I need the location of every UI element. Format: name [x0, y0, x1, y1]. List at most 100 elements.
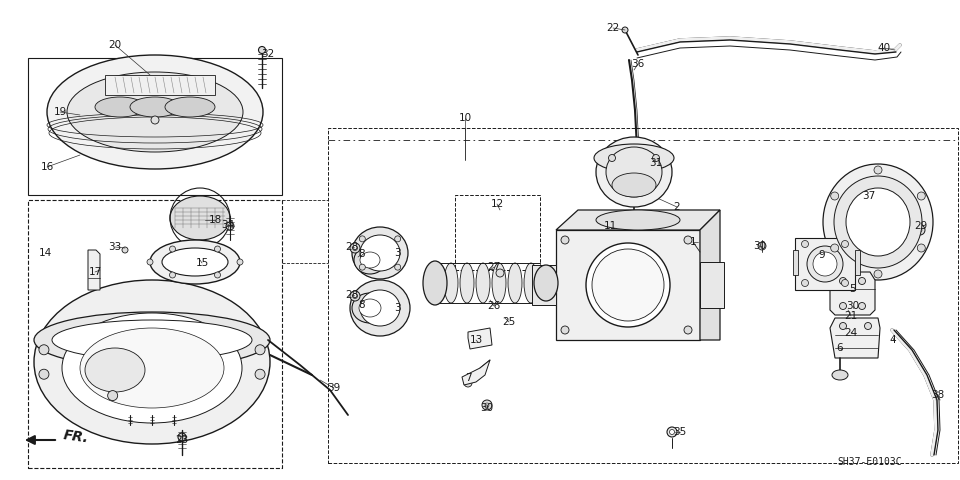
Polygon shape [830, 272, 875, 315]
Circle shape [622, 27, 628, 33]
Circle shape [561, 236, 569, 244]
Ellipse shape [360, 290, 400, 326]
Ellipse shape [586, 243, 670, 327]
Ellipse shape [52, 320, 252, 360]
Ellipse shape [508, 263, 522, 303]
Text: 31: 31 [649, 158, 662, 168]
Ellipse shape [846, 188, 910, 256]
Ellipse shape [350, 280, 410, 336]
Circle shape [350, 243, 360, 253]
Ellipse shape [165, 97, 215, 117]
Circle shape [802, 279, 808, 287]
Bar [328, 128, 958, 463]
Text: 10: 10 [459, 113, 471, 123]
Text: 37: 37 [862, 191, 876, 201]
Polygon shape [556, 210, 720, 230]
Ellipse shape [130, 97, 180, 117]
Ellipse shape [150, 240, 240, 284]
Circle shape [214, 272, 221, 278]
Circle shape [108, 391, 118, 401]
Circle shape [684, 236, 692, 244]
Ellipse shape [813, 252, 837, 276]
Circle shape [39, 369, 49, 379]
Ellipse shape [47, 55, 263, 169]
Ellipse shape [95, 97, 145, 117]
Text: 32: 32 [261, 49, 275, 59]
Text: 4: 4 [890, 335, 897, 345]
Circle shape [842, 240, 849, 248]
Polygon shape [556, 230, 700, 340]
Circle shape [915, 225, 925, 235]
Circle shape [350, 291, 360, 301]
Ellipse shape [612, 173, 656, 197]
Text: 15: 15 [196, 258, 208, 268]
Bar [700, 262, 724, 308]
Text: 35: 35 [673, 427, 686, 437]
Text: 20: 20 [108, 40, 122, 50]
Circle shape [874, 270, 882, 278]
Text: 17: 17 [88, 267, 102, 277]
Text: SH37-E0103C: SH37-E0103C [838, 457, 902, 467]
Circle shape [255, 345, 265, 355]
Text: 8: 8 [359, 300, 366, 310]
Text: 29: 29 [914, 221, 927, 231]
Text: 40: 40 [877, 43, 891, 53]
Circle shape [485, 403, 489, 407]
Circle shape [170, 272, 176, 278]
Circle shape [842, 279, 849, 287]
Circle shape [918, 244, 925, 252]
Circle shape [667, 427, 677, 437]
Circle shape [839, 302, 847, 310]
Text: 30: 30 [847, 301, 859, 311]
Ellipse shape [352, 293, 388, 323]
Circle shape [918, 228, 922, 232]
Circle shape [839, 323, 847, 329]
Text: 2: 2 [674, 202, 681, 212]
Circle shape [642, 161, 650, 168]
Text: 33: 33 [108, 242, 122, 252]
Circle shape [226, 222, 234, 230]
Text: 3: 3 [394, 248, 400, 258]
Ellipse shape [834, 176, 922, 268]
Ellipse shape [476, 263, 490, 303]
Circle shape [352, 245, 357, 251]
Polygon shape [468, 328, 492, 349]
Text: 3: 3 [394, 303, 400, 313]
Bar [28, 58, 282, 195]
Text: 18: 18 [208, 215, 222, 225]
Ellipse shape [596, 210, 680, 230]
Circle shape [758, 242, 766, 250]
Circle shape [147, 259, 153, 265]
Text: 30: 30 [754, 241, 767, 251]
Circle shape [496, 269, 504, 277]
Text: 36: 36 [632, 59, 644, 69]
Circle shape [858, 277, 866, 285]
Ellipse shape [428, 263, 442, 303]
Ellipse shape [359, 299, 381, 317]
Circle shape [684, 326, 692, 334]
Ellipse shape [423, 261, 447, 305]
Ellipse shape [534, 265, 558, 301]
Circle shape [352, 293, 357, 299]
Ellipse shape [352, 227, 408, 279]
Text: 28: 28 [346, 290, 359, 300]
Bar [105, 75, 215, 95]
Polygon shape [700, 210, 720, 340]
Circle shape [255, 369, 265, 379]
Ellipse shape [354, 246, 386, 274]
Circle shape [482, 400, 492, 410]
Circle shape [802, 240, 808, 248]
Text: 1: 1 [689, 237, 696, 247]
Ellipse shape [594, 144, 674, 172]
Circle shape [561, 326, 569, 334]
Text: 19: 19 [54, 107, 66, 117]
Text: 16: 16 [40, 162, 54, 172]
Ellipse shape [34, 312, 270, 368]
Ellipse shape [85, 348, 145, 392]
Circle shape [395, 264, 400, 270]
Ellipse shape [34, 280, 270, 444]
Ellipse shape [524, 263, 538, 303]
Bar [793, 250, 798, 275]
Text: 7: 7 [465, 373, 471, 383]
Circle shape [609, 155, 615, 161]
